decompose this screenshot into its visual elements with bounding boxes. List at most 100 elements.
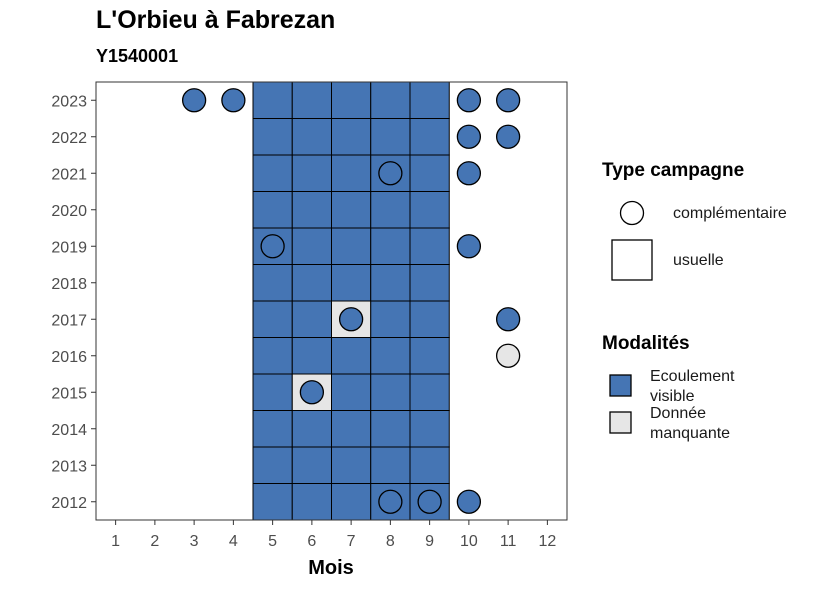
- usuelle-cell-2021-6: [291, 154, 332, 192]
- x-axis: 1 2 3 4 5 6 7 8 9 10 11 12: [111, 520, 556, 550]
- x-tick-label-7: 7: [347, 533, 356, 550]
- legend-shape-title: Type campagne: [602, 160, 745, 181]
- x-tick-label-1: 1: [111, 533, 120, 550]
- usuelle-cell-2022-5: [252, 118, 293, 156]
- legend-usuelle-label: usuelle: [673, 252, 724, 269]
- complementaire-point-2021-8: [378, 161, 403, 186]
- usuelle-cell-2017-9: [409, 300, 450, 338]
- legend-visible-label-line2: visible: [650, 388, 695, 405]
- x-axis-label: Mois: [308, 557, 354, 579]
- x-tick-label-12: 12: [538, 533, 556, 550]
- usuelle-cell-2023-5: [252, 81, 293, 119]
- usuelle-cell-2012-5: [252, 483, 293, 521]
- usuelle-cell-2015-9: [409, 373, 450, 411]
- x-tick-label-8: 8: [386, 533, 395, 550]
- usuelle-cell-2021-7: [331, 154, 372, 192]
- x-tick-label-2: 2: [150, 533, 159, 550]
- y-tick-label-2015: 2015: [51, 385, 87, 402]
- usuelle-cell-2016-7: [331, 337, 372, 375]
- usuelle-cell-2023-7: [331, 81, 372, 119]
- complementaire-point-2022-10: [456, 124, 482, 149]
- complementaire-point-2017-7: [338, 307, 364, 332]
- usuelle-cell-2019-6: [291, 227, 332, 265]
- legend-missing-swatch: [609, 411, 632, 434]
- y-tick-label-2022: 2022: [51, 130, 87, 147]
- legend-fill-title: Modalités: [602, 333, 690, 354]
- usuelle-cell-2014-5: [252, 410, 293, 448]
- usuelle-cell-2018-7: [331, 264, 372, 302]
- legend-visible-swatch: [609, 374, 632, 397]
- usuelle-cell-2023-6: [291, 81, 332, 119]
- usuelle-cell-2023-8: [370, 81, 411, 119]
- usuelle-cell-2020-6: [291, 191, 332, 229]
- complementaire-points-layer: [181, 88, 521, 514]
- y-tick-label-2021: 2021: [51, 166, 87, 183]
- usuelle-cell-2015-7: [331, 373, 372, 411]
- chart-subtitle: Y1540001: [96, 46, 179, 66]
- y-tick-label-2016: 2016: [51, 349, 87, 366]
- y-tick-label-2020: 2020: [51, 203, 87, 220]
- usuelle-cell-2013-6: [291, 446, 332, 484]
- complementaire-point-2023-10: [456, 88, 482, 113]
- usuelle-cell-2022-7: [331, 118, 372, 156]
- y-tick-label-2012: 2012: [51, 495, 87, 512]
- complementaire-point-2012-9: [417, 489, 442, 514]
- usuelle-cell-2017-8: [370, 300, 411, 338]
- legend-circle-key: [619, 200, 645, 226]
- usuelle-cell-2020-5: [252, 191, 293, 229]
- usuelle-cell-2014-7: [331, 410, 372, 448]
- y-tick-label-2019: 2019: [51, 239, 87, 256]
- legend-complementaire-label: complémentaire: [673, 205, 787, 222]
- complementaire-point-2017-11: [495, 307, 521, 332]
- usuelle-cells-layer: [252, 81, 450, 521]
- usuelle-cell-2016-5: [252, 337, 293, 375]
- complementaire-point-2016-11: [495, 343, 521, 368]
- usuelle-cell-2020-9: [409, 191, 450, 229]
- usuelle-cell-2022-9: [409, 118, 450, 156]
- usuelle-cell-2021-9: [409, 154, 450, 192]
- usuelle-cell-2018-9: [409, 264, 450, 302]
- usuelle-cell-2017-6: [291, 300, 332, 338]
- legend-missing-label-line1: Donnée: [650, 405, 707, 422]
- x-tick-label-10: 10: [460, 533, 478, 550]
- usuelle-cell-2017-5: [252, 300, 293, 338]
- complementaire-point-2019-10: [456, 234, 482, 259]
- x-tick-label-11: 11: [500, 533, 517, 550]
- complementaire-point-2022-11: [495, 124, 521, 149]
- complementaire-point-2012-8: [378, 489, 403, 514]
- complementaire-point-2021-10: [456, 161, 482, 186]
- y-tick-label-2023: 2023: [51, 93, 87, 110]
- y-tick-label-2017: 2017: [51, 312, 87, 329]
- complementaire-point-2015-6: [299, 380, 325, 405]
- y-tick-label-2014: 2014: [51, 422, 87, 439]
- usuelle-cell-2014-9: [409, 410, 450, 448]
- usuelle-cell-2018-6: [291, 264, 332, 302]
- usuelle-cell-2019-8: [370, 227, 411, 265]
- legend-shape-keys: [609, 200, 653, 434]
- usuelle-cell-2015-5: [252, 373, 293, 411]
- complementaire-point-2019-5: [260, 234, 285, 259]
- usuelle-cell-2018-5: [252, 264, 293, 302]
- y-axis: 2012 2013 2014 2015 2016 2017 2018 2019 2020 2021…: [51, 93, 96, 512]
- complementaire-point-2023-3: [181, 88, 207, 113]
- usuelle-cell-2014-6: [291, 410, 332, 448]
- x-tick-label-4: 4: [229, 533, 238, 550]
- usuelle-cell-2013-5: [252, 446, 293, 484]
- plot-panel-border: [95, 81, 568, 521]
- usuelle-cell-2015-8: [370, 373, 411, 411]
- usuelle-cell-2019-9: [409, 227, 450, 265]
- legend-missing-label-line2: manquante: [650, 425, 731, 442]
- y-tick-label-2018: 2018: [51, 276, 87, 293]
- usuelle-cell-2013-7: [331, 446, 372, 484]
- x-tick-label-5: 5: [268, 533, 277, 550]
- usuelle-cell-2016-9: [409, 337, 450, 375]
- usuelle-cell-2013-9: [409, 446, 450, 484]
- complementaire-point-2023-11: [495, 88, 521, 113]
- legend-visible-label-line1: Ecoulement: [650, 368, 735, 385]
- y-tick-label-2013: 2013: [51, 458, 87, 475]
- usuelle-cell-2020-8: [370, 191, 411, 229]
- usuelle-cell-2012-6: [291, 483, 332, 521]
- legend-square-key: [611, 239, 653, 281]
- usuelle-cell-2013-8: [370, 446, 411, 484]
